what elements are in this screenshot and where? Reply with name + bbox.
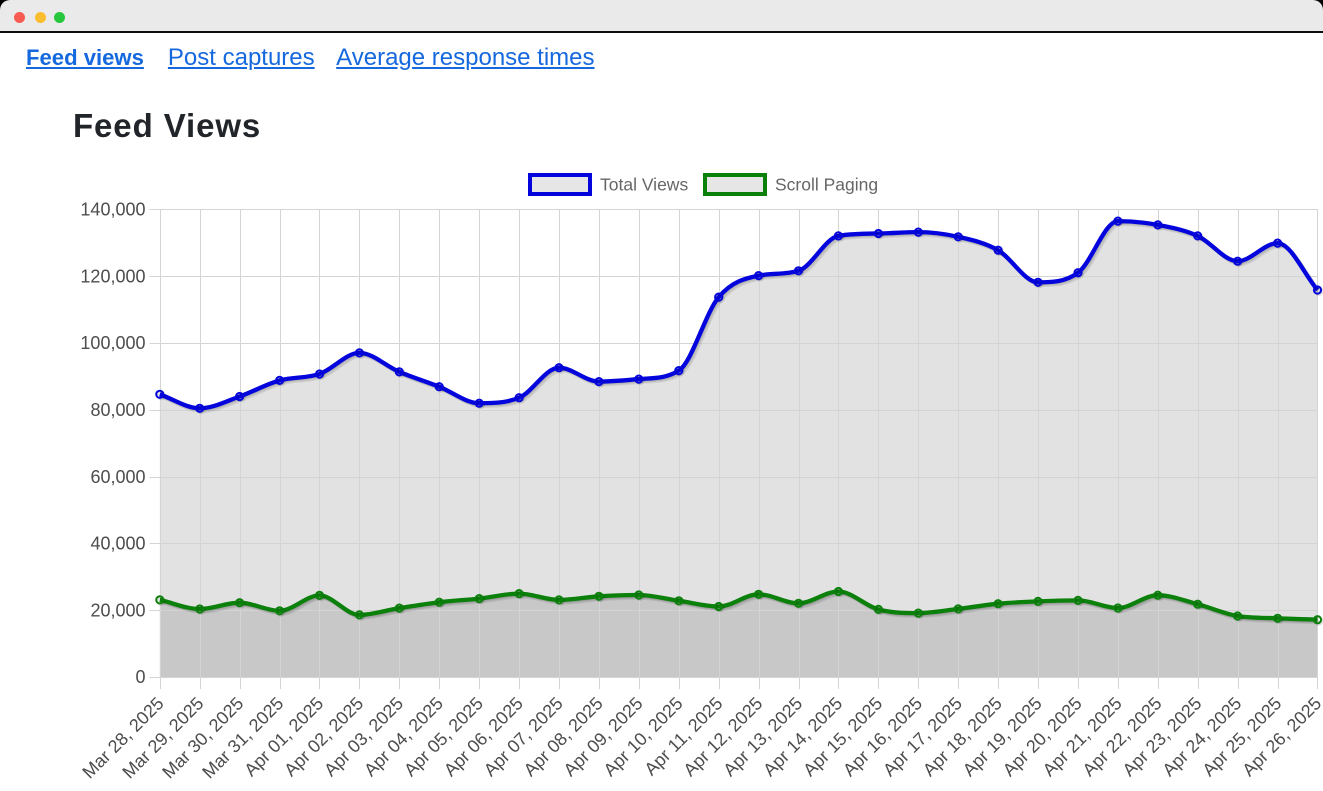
svg-text:Scroll Paging: Scroll Paging xyxy=(775,175,878,195)
svg-text:40,000: 40,000 xyxy=(90,534,145,554)
svg-text:20,000: 20,000 xyxy=(90,600,145,620)
svg-text:Total Views: Total Views xyxy=(600,175,688,195)
svg-text:60,000: 60,000 xyxy=(90,467,145,487)
svg-text:120,000: 120,000 xyxy=(80,266,145,286)
svg-text:140,000: 140,000 xyxy=(80,200,145,220)
svg-text:0: 0 xyxy=(135,667,145,687)
svg-text:100,000: 100,000 xyxy=(80,333,145,353)
svg-text:80,000: 80,000 xyxy=(90,400,145,420)
